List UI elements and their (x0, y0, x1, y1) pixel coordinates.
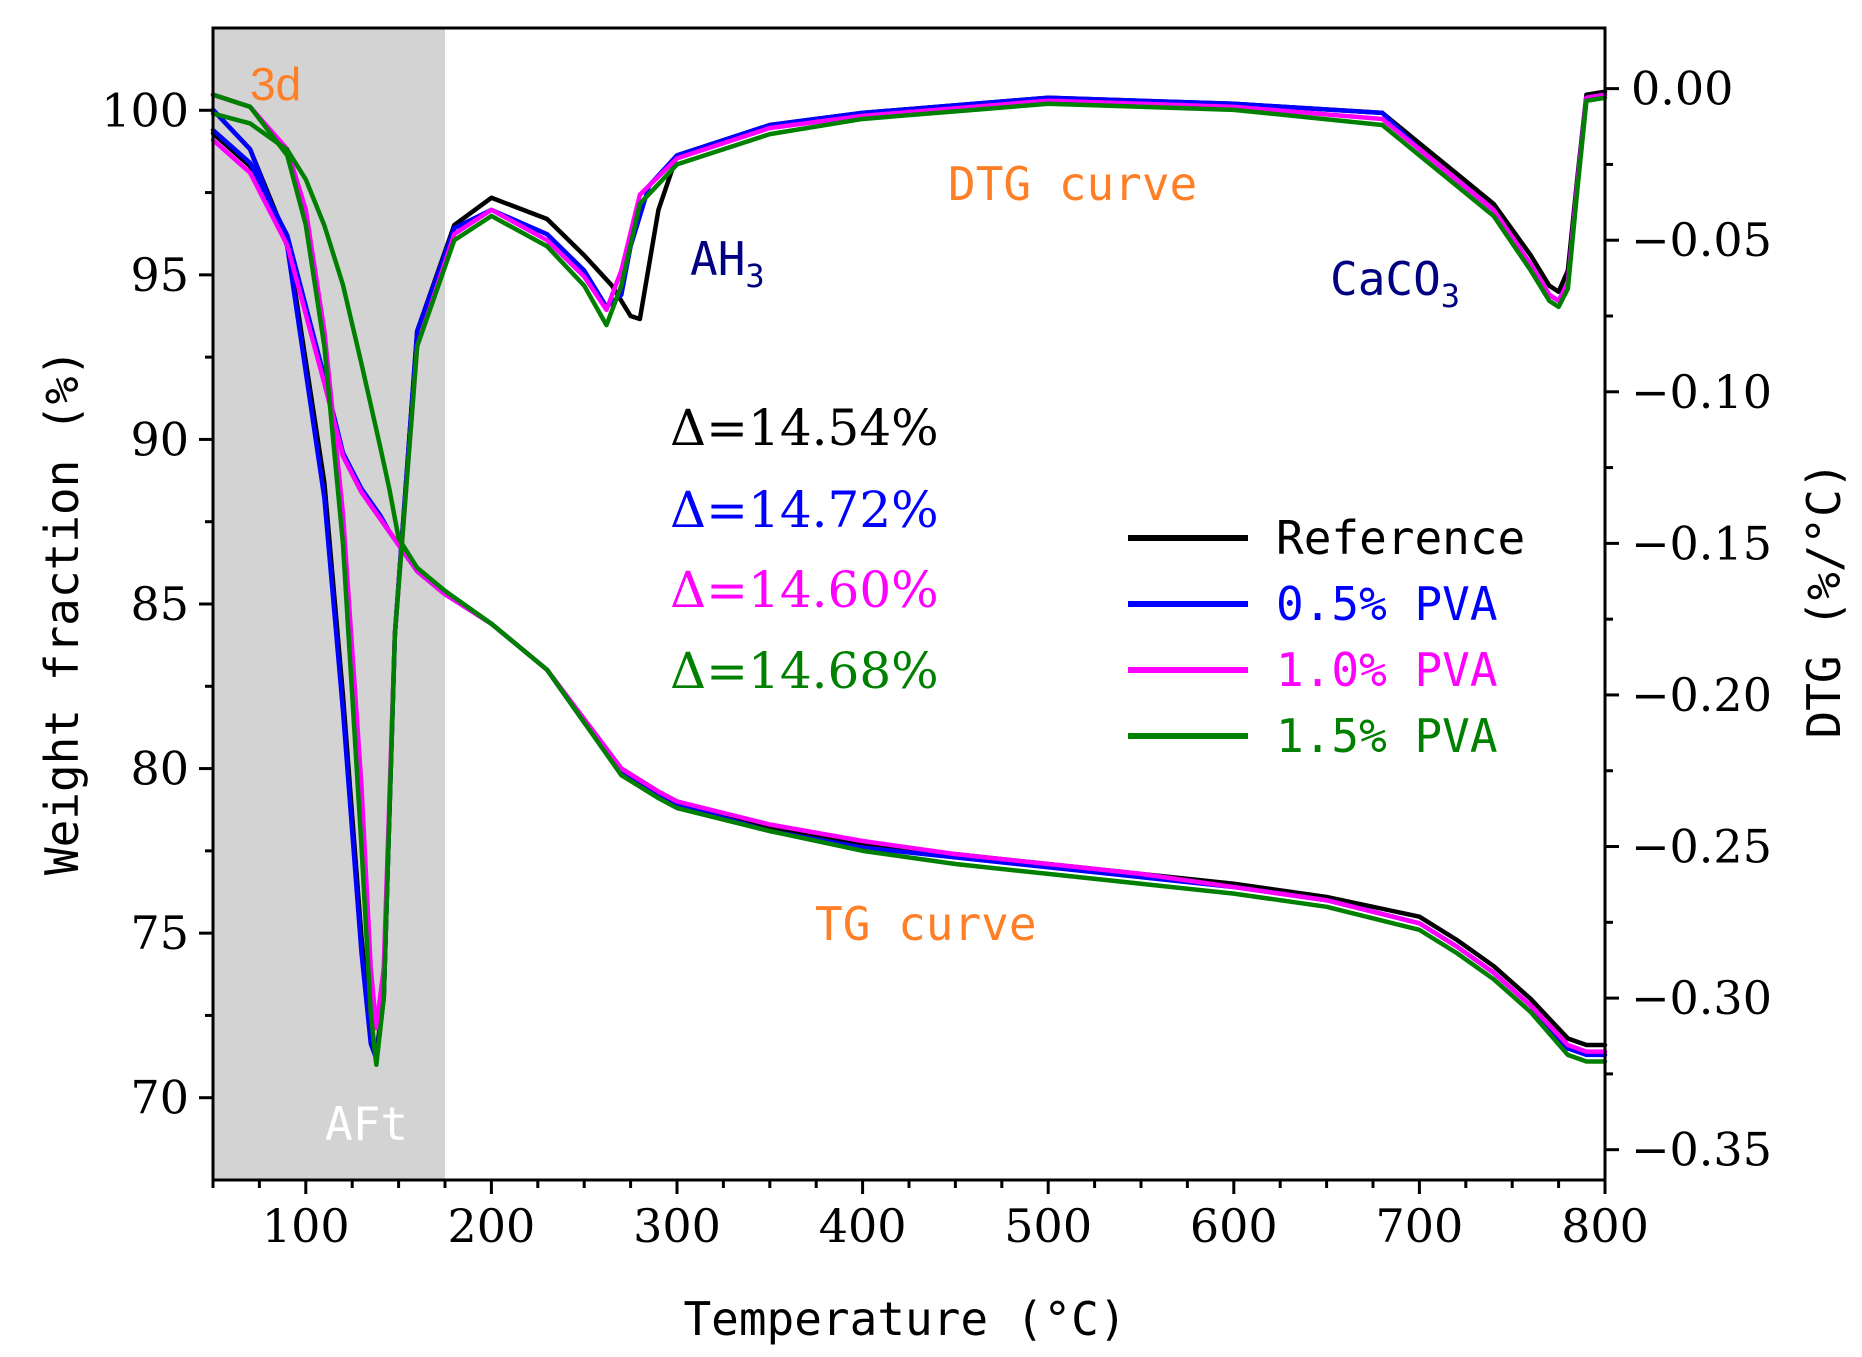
y-right-tick-label: −0.30 (1631, 971, 1772, 1025)
y-right-tick-label: −0.20 (1631, 668, 1772, 722)
dtg-curve-label: DTG curve (948, 157, 1197, 211)
ticks-layer: 100 200 300 400 500 600 700 800 70 75 80 85 90 95 100 0… (101, 62, 1772, 1253)
y-left-tick-label: 80 (130, 742, 189, 796)
x-tick-label: 500 (1004, 1199, 1092, 1253)
y-left-tick-label: 85 (130, 577, 189, 631)
y-right-tick-label: −0.05 (1631, 213, 1772, 267)
dtg-line-1-5-pva (210, 92, 1608, 1068)
series-layer (210, 89, 1608, 1068)
delta-10-pva: Δ=14.60% (670, 561, 939, 619)
legend-label-1-0-pva: 1.0% PVA (1276, 643, 1498, 697)
legend-label-0-5-pva: 0.5% PVA (1276, 577, 1498, 631)
y-right-tick-label: −0.15 (1631, 516, 1772, 570)
y-right-axis-label: DTG (%/°C) (1797, 462, 1851, 739)
tg-line-1-0-pva (210, 137, 1608, 1054)
y-left-tick-label: 100 (101, 83, 189, 137)
afit-label: AFt (325, 1097, 408, 1151)
delta-15-pva: Δ=14.68% (670, 642, 939, 700)
ah3-label: AH3 (690, 232, 765, 295)
x-tick-label: 100 (262, 1199, 350, 1253)
panel-label: 3d (250, 58, 301, 110)
x-tick-label: 300 (633, 1199, 721, 1253)
tg-curve-label: TG curve (815, 897, 1037, 951)
x-tick-label: 700 (1375, 1199, 1463, 1253)
y-left-tick-label: 75 (130, 906, 189, 960)
delta-05-pva: Δ=14.72% (670, 481, 939, 539)
y-left-tick-label: 70 (130, 1071, 189, 1125)
y-right-tick-label: −0.25 (1631, 820, 1772, 874)
x-tick-label: 400 (819, 1199, 907, 1253)
shaded-region (213, 28, 445, 1180)
x-axis-label: Temperature (°C) (683, 1292, 1126, 1346)
legend-label-reference: Reference (1276, 511, 1525, 565)
x-tick-label: 600 (1190, 1199, 1278, 1253)
delta-reference: Δ=14.54% (670, 399, 939, 457)
x-tick-label: 200 (447, 1199, 535, 1253)
y-right-tick-label: −0.35 (1631, 1123, 1772, 1177)
legend: Reference 0.5% PVA 1.0% PVA 1.5% PVA (1128, 511, 1525, 763)
legend-label-1-5-pva: 1.5% PVA (1276, 709, 1498, 763)
dtg-line-1-0-pva (210, 92, 1608, 1031)
y-right-tick-label: −0.10 (1631, 365, 1772, 419)
x-tick-label: 800 (1561, 1199, 1649, 1253)
caco3-label: CaCO3 (1330, 252, 1460, 315)
y-left-tick-label: 90 (130, 412, 189, 466)
tg-line-1-5-pva (210, 111, 1608, 1064)
y-left-axis-label: Weight fraction (%) (35, 349, 89, 875)
y-right-tick-label: 0.00 (1631, 62, 1733, 116)
y-left-tick-label: 95 (130, 248, 189, 302)
